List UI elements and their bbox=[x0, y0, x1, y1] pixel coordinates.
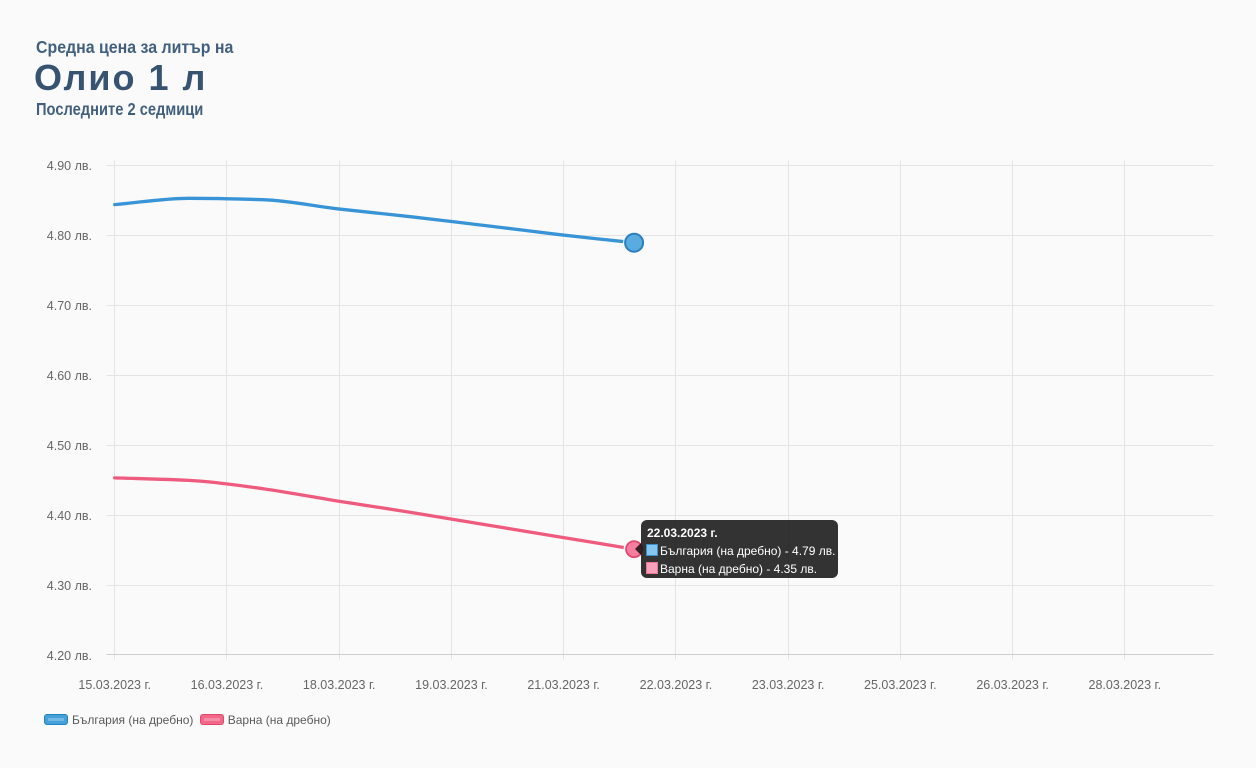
svg-text:23.03.2023 г.: 23.03.2023 г. bbox=[752, 678, 825, 692]
svg-text:4.30 лв.: 4.30 лв. bbox=[47, 579, 92, 593]
svg-text:4.80 лв.: 4.80 лв. bbox=[47, 229, 92, 243]
svg-text:22.03.2023 г.: 22.03.2023 г. bbox=[640, 678, 713, 692]
svg-text:4.50 лв.: 4.50 лв. bbox=[47, 439, 92, 453]
svg-text:19.03.2023 г.: 19.03.2023 г. bbox=[415, 678, 488, 692]
svg-text:15.03.2023 г.: 15.03.2023 г. bbox=[78, 678, 151, 692]
svg-text:25.03.2023 г.: 25.03.2023 г. bbox=[864, 678, 937, 692]
svg-text:4.60 лв.: 4.60 лв. bbox=[47, 369, 92, 383]
svg-text:28.03.2023 г.: 28.03.2023 г. bbox=[1089, 678, 1162, 692]
svg-text:4.70 лв.: 4.70 лв. bbox=[47, 299, 92, 313]
svg-text:4.90 лв.: 4.90 лв. bbox=[47, 159, 92, 173]
svg-text:18.03.2023 г.: 18.03.2023 г. bbox=[303, 678, 376, 692]
svg-text:26.03.2023 г.: 26.03.2023 г. bbox=[976, 678, 1049, 692]
svg-text:16.03.2023 г.: 16.03.2023 г. bbox=[191, 678, 264, 692]
svg-text:4.40 лв.: 4.40 лв. bbox=[47, 509, 92, 523]
svg-text:4.20 лв.: 4.20 лв. bbox=[47, 649, 92, 663]
svg-text:21.03.2023 г.: 21.03.2023 г. bbox=[527, 678, 600, 692]
